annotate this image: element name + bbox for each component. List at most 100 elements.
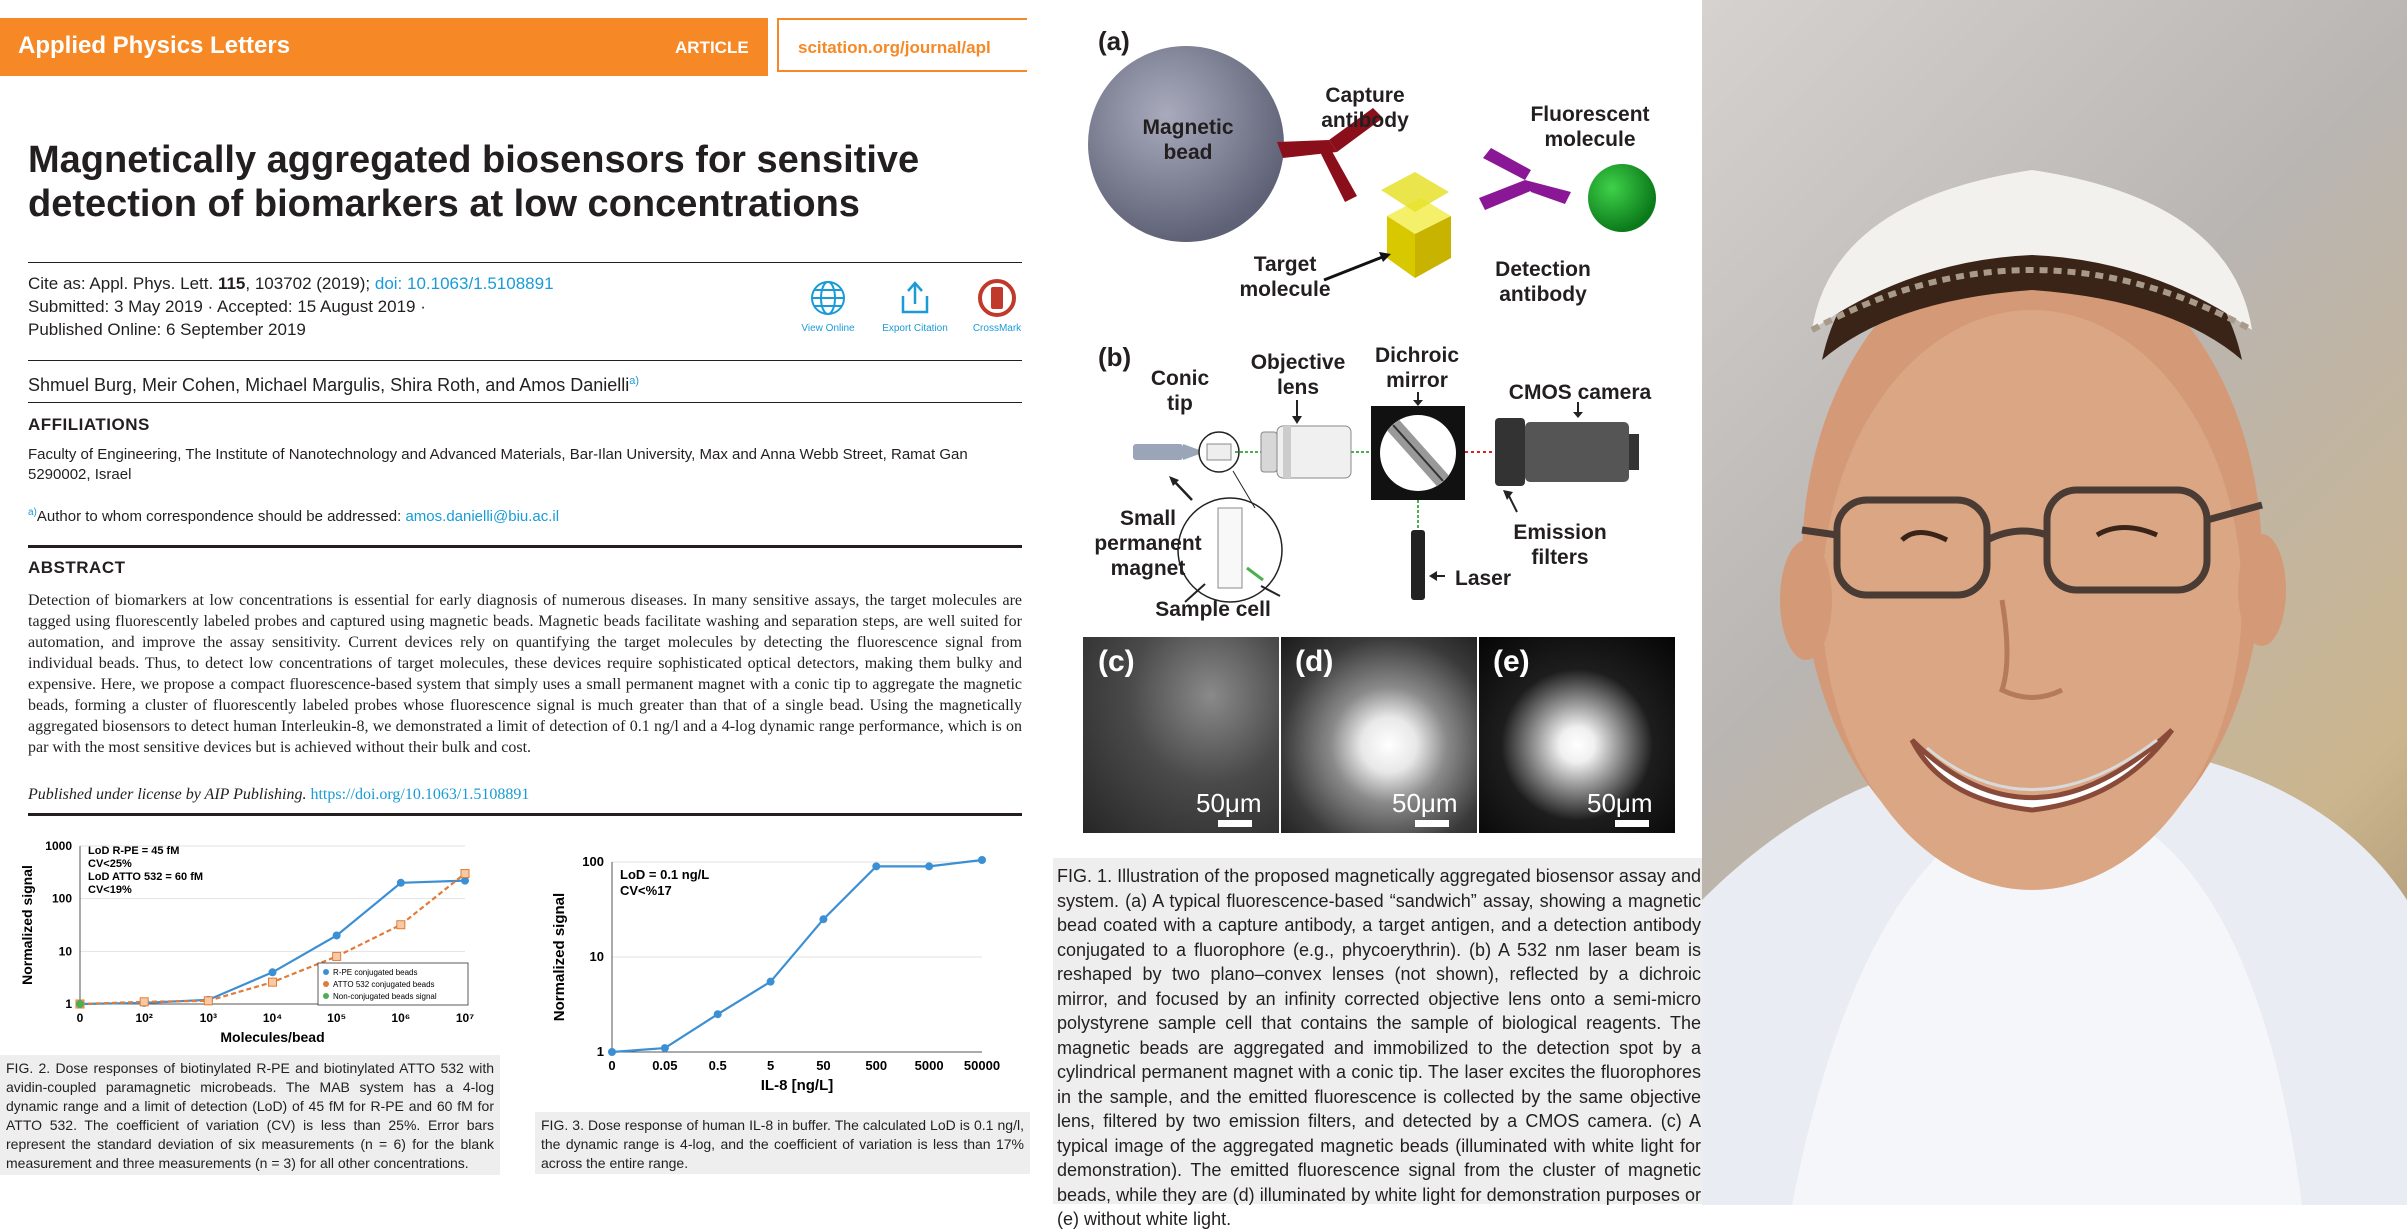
fig3-caption: FIG. 3. Dose response of human IL-8 in b…	[535, 1112, 1030, 1174]
submitted-line: Submitted: 3 May 2019 · Accepted: 15 Aug…	[28, 297, 426, 316]
x-tick-label: 10⁶	[391, 1011, 410, 1025]
data-point	[819, 915, 828, 924]
scale-bar-label-c: 50μm	[1196, 788, 1262, 818]
legend-swatch	[323, 993, 329, 999]
y-tick-label: 1	[65, 997, 72, 1011]
doi-link[interactable]: doi: 10.1063/1.5108891	[374, 274, 554, 293]
y-tick-label: 10	[590, 949, 604, 964]
y-axis-label: Normalized signal	[19, 865, 35, 985]
annotation-text: LoD R-PE = 45 fM	[88, 845, 179, 857]
fig2-caption: FIG. 2. Dose responses of biotinylated R…	[0, 1055, 500, 1175]
x-tick-label: 5000	[915, 1058, 944, 1073]
x-tick-label: 50000	[964, 1058, 1000, 1073]
fig2-chart: 1 10 100 1000 0 10² 10³ 10⁴ 10⁵ 10⁶ 10⁷ Molecules/b…	[19, 839, 474, 1045]
globe-icon	[811, 281, 845, 315]
fluorescent-molecule-label: Fluorescent molecule	[1530, 103, 1650, 151]
crossmark-icon	[978, 279, 1016, 317]
panel-a-label: (a)	[1098, 26, 1130, 56]
small-magnet-label: Small permanent magnet	[1094, 507, 1202, 580]
x-tick-label: 500	[865, 1058, 887, 1073]
y-tick-label: 10	[59, 944, 73, 958]
x-tick-label: 0.05	[652, 1058, 677, 1073]
journal-url[interactable]: scitation.org/journal/apl	[798, 38, 991, 57]
data-point	[396, 920, 406, 930]
data-point	[978, 855, 986, 864]
legend-entry: Non-conjugated beads signal	[333, 992, 437, 1001]
data-point	[139, 997, 149, 1007]
journal-header-bar	[0, 18, 768, 76]
panel-b-label: (b)	[1098, 342, 1132, 372]
cmos-camera-label: CMOS camera	[1508, 381, 1652, 404]
magnetic-bead-shape	[1088, 46, 1284, 242]
divider	[28, 262, 1022, 263]
abstract-heading: ABSTRACT	[28, 558, 126, 577]
laser-shape	[1411, 530, 1425, 600]
detection-antibody-label: Detection antibody	[1495, 258, 1591, 306]
x-axis-label: Molecules/bead	[220, 1029, 324, 1045]
data-point	[608, 1048, 616, 1056]
data-point	[332, 951, 342, 961]
license-doi-link[interactable]: https://doi.org/10.1063/1.5108891	[310, 786, 530, 803]
data-point	[660, 1044, 669, 1053]
micrograph-e	[1479, 637, 1675, 833]
data-point	[76, 1000, 84, 1008]
scale-bar-c	[1218, 820, 1252, 827]
legend-entry: R-PE conjugated beads	[333, 968, 418, 977]
divider	[28, 402, 1022, 403]
export-icon	[901, 281, 929, 314]
target-molecule-shape	[1381, 172, 1451, 278]
x-tick-label: 0	[608, 1058, 615, 1073]
legend-box	[317, 962, 469, 1006]
data-point	[713, 1010, 722, 1019]
x-tick-label: 10⁵	[327, 1011, 346, 1025]
x-tick-label: 50	[816, 1058, 830, 1073]
data-point	[460, 869, 470, 879]
data-point	[925, 862, 934, 871]
affiliations-heading: AFFILIATIONS	[28, 415, 150, 434]
y-axis-label: Normalized signal	[551, 893, 568, 1021]
y-tick-label: 1000	[45, 839, 72, 853]
paper-title: Magnetically aggregated biosensors for s…	[28, 139, 920, 225]
crossmark-button[interactable]: CrossMark	[952, 278, 1042, 334]
thick-divider	[28, 545, 1022, 548]
data-point	[268, 977, 277, 987]
x-tick-label: 10⁴	[263, 1011, 282, 1025]
sandwich-assay-diagram	[1088, 46, 1656, 282]
x-tick-label: 10²	[135, 1011, 152, 1025]
x-tick-label: 5	[767, 1058, 774, 1073]
micrograph-c	[1083, 637, 1279, 833]
correspondence-line: a)Author to whom correspondence should b…	[28, 507, 560, 525]
panel-c-label: (c)	[1098, 645, 1135, 678]
citation-line: Cite as: Appl. Phys. Lett. 115, 103702 (…	[28, 274, 554, 293]
fig1-caption: FIG. 1. Illustration of the proposed mag…	[1053, 858, 1705, 1229]
divider	[28, 360, 1022, 361]
detection-antibody-shape	[1479, 148, 1571, 210]
panel-d-label: (d)	[1295, 645, 1334, 678]
target-molecule-label: Target molecule	[1239, 253, 1331, 301]
email-link[interactable]: amos.danielli@biu.ac.il	[405, 508, 560, 525]
data-point	[332, 931, 341, 940]
x-tick-label: 0.5	[709, 1058, 727, 1073]
data-point	[268, 968, 277, 977]
x-axis-label: IL-8 [ng/L]	[761, 1077, 833, 1094]
export-citation-button[interactable]: Export Citation	[870, 278, 960, 334]
magnet-shape	[1133, 444, 1183, 460]
published-line: Published Online: 6 September 2019	[28, 320, 306, 339]
data-point	[461, 876, 469, 885]
journal-name: Applied Physics Letters	[18, 32, 291, 59]
annotation-text: CV<25%	[88, 858, 132, 870]
scale-bar-label-d: 50μm	[1392, 788, 1458, 818]
article-type-label: ARTICLE	[675, 38, 749, 57]
legend-swatch	[323, 981, 329, 987]
journal-url-box[interactable]	[777, 18, 1027, 72]
capture-antibody-shape	[1277, 108, 1383, 202]
dichroic-mirror-label: Dichroic mirror	[1374, 344, 1460, 392]
x-tick-label: 0	[77, 1011, 84, 1025]
data-point	[396, 878, 405, 887]
view-online-button[interactable]: View Online	[783, 278, 873, 334]
thick-divider	[28, 813, 1022, 816]
magnetic-bead-label: Magnetic bead	[1142, 116, 1234, 164]
fluorescent-molecule-shape	[1588, 164, 1656, 232]
portrait-photo	[1702, 0, 2407, 1205]
x-tick-label: 10³	[200, 1011, 217, 1025]
